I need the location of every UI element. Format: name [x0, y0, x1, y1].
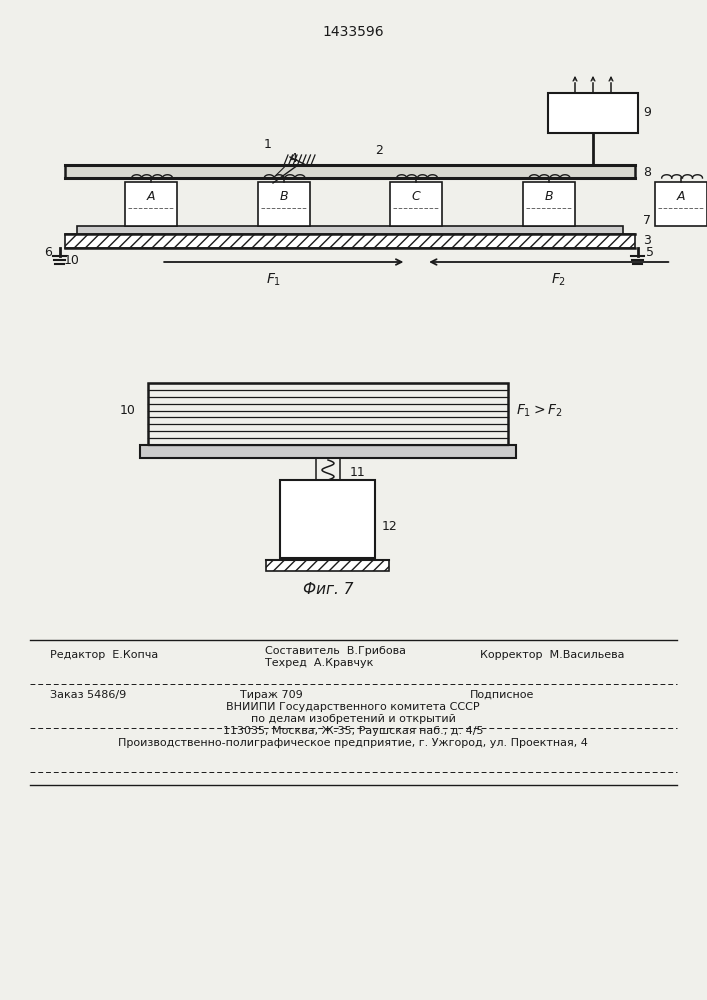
Text: B: B: [544, 190, 553, 203]
Text: Фиг. 7: Фиг. 7: [303, 582, 354, 596]
Text: 8: 8: [643, 165, 651, 178]
Text: по делам изобретений и открытий: по делам изобретений и открытий: [250, 714, 455, 724]
Bar: [267, 560, 390, 571]
Bar: [65, 165, 635, 178]
Text: Редактор  Е.Копча: Редактор Е.Копча: [50, 650, 158, 660]
Text: ВНИИПИ Государственного комитета СССР: ВНИИПИ Государственного комитета СССР: [226, 702, 480, 712]
Text: Заказ 5486/9: Заказ 5486/9: [50, 690, 127, 700]
Text: B: B: [279, 190, 288, 203]
Bar: [390, 182, 443, 226]
Text: $F_1$: $F_1$: [266, 272, 281, 288]
Bar: [522, 182, 575, 226]
Text: 10: 10: [64, 253, 80, 266]
Bar: [258, 182, 310, 226]
Text: Подписное: Подписное: [470, 690, 534, 700]
Text: $F_2$: $F_2$: [551, 272, 566, 288]
Text: A: A: [147, 190, 156, 203]
Text: $F_1$$>$$F_2$: $F_1$$>$$F_2$: [516, 403, 563, 419]
Text: C: C: [412, 190, 421, 203]
Text: 9: 9: [643, 106, 651, 119]
Text: 3: 3: [643, 234, 651, 247]
Text: 7: 7: [643, 215, 651, 228]
Text: 1: 1: [264, 137, 272, 150]
Text: 10: 10: [120, 404, 136, 417]
Text: 6: 6: [44, 245, 52, 258]
Text: Техред  А.Кравчук: Техред А.Кравчук: [265, 658, 373, 668]
Text: Тираж 709: Тираж 709: [240, 690, 303, 700]
Text: 4: 4: [276, 152, 297, 175]
Text: 11: 11: [350, 466, 366, 479]
Text: 113035, Москва, Ж-35, Раушская наб., д. 4/5: 113035, Москва, Ж-35, Раушская наб., д. …: [223, 726, 484, 736]
Bar: [140, 445, 516, 458]
Bar: [77, 226, 623, 234]
Text: 1433596: 1433596: [322, 25, 384, 39]
Bar: [65, 234, 635, 248]
Text: Составитель  В.Грибова: Составитель В.Грибова: [265, 646, 406, 656]
Bar: [548, 93, 638, 133]
Bar: [125, 182, 177, 226]
Text: A: A: [677, 190, 686, 203]
Text: 2: 2: [375, 144, 383, 157]
Bar: [148, 383, 508, 445]
Bar: [281, 480, 375, 558]
Text: 5: 5: [646, 245, 654, 258]
Text: Корректор  М.Васильева: Корректор М.Васильева: [480, 650, 624, 660]
Bar: [655, 182, 707, 226]
Text: Производственно-полиграфическое предприятие, г. Ужгород, ул. Проектная, 4: Производственно-полиграфическое предприя…: [118, 738, 588, 748]
Text: 12: 12: [382, 520, 397, 533]
